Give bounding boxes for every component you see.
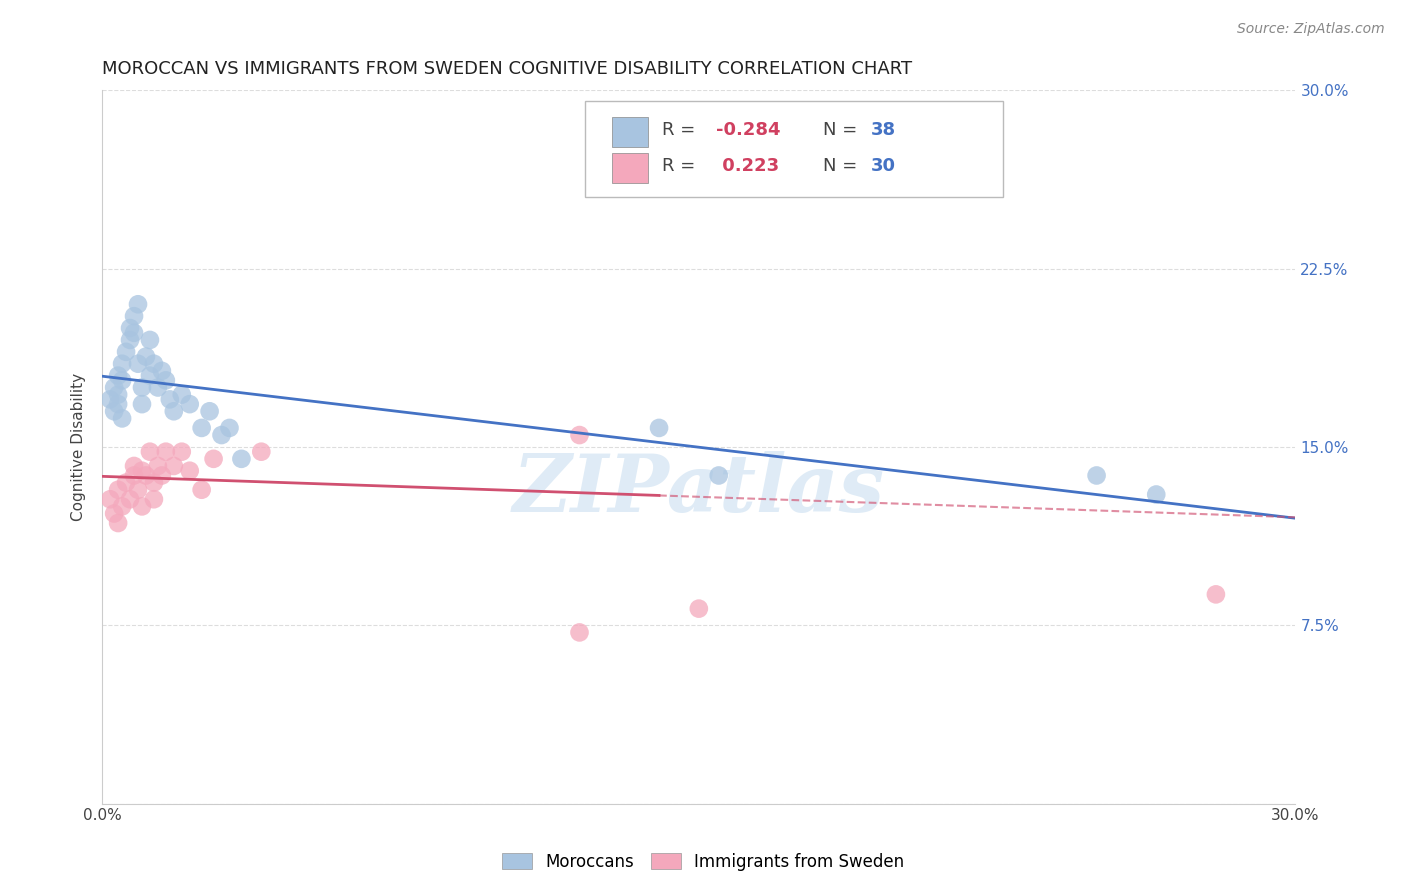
Text: R =: R =: [662, 121, 700, 139]
Point: [1205, 587, 1227, 601]
Point: [107, 516, 129, 530]
FancyBboxPatch shape: [612, 153, 648, 183]
Point: [139, 444, 162, 458]
Point: [107, 368, 129, 383]
Point: [142, 357, 165, 371]
Text: MOROCCAN VS IMMIGRANTS FROM SWEDEN COGNITIVE DISABILITY CORRELATION CHART: MOROCCAN VS IMMIGRANTS FROM SWEDEN COGNI…: [103, 60, 912, 78]
Text: N =: N =: [823, 121, 863, 139]
Point: [107, 387, 129, 401]
Point: [98, 492, 121, 507]
Point: [1144, 487, 1167, 501]
Point: [131, 380, 153, 394]
Point: [231, 451, 253, 466]
Point: [111, 411, 134, 425]
Point: [115, 475, 138, 490]
Point: [111, 357, 134, 371]
Point: [707, 468, 730, 483]
Point: [155, 444, 177, 458]
Point: [179, 397, 201, 411]
FancyBboxPatch shape: [612, 118, 648, 147]
Point: [139, 368, 162, 383]
Point: [111, 373, 134, 387]
Point: [146, 458, 169, 473]
Point: [179, 464, 201, 478]
Point: [155, 373, 177, 387]
Y-axis label: Cognitive Disability: Cognitive Disability: [72, 373, 86, 521]
Point: [127, 357, 149, 371]
Point: [688, 601, 710, 615]
Point: [163, 458, 186, 473]
Point: [122, 458, 145, 473]
Text: 30: 30: [870, 157, 896, 175]
Point: [98, 392, 121, 407]
Text: 38: 38: [870, 121, 896, 139]
Point: [163, 404, 186, 418]
Point: [139, 333, 162, 347]
Point: [135, 468, 157, 483]
Point: [218, 421, 240, 435]
Point: [150, 364, 173, 378]
Point: [131, 500, 153, 514]
Point: [118, 333, 141, 347]
Point: [122, 309, 145, 323]
Point: [142, 475, 165, 490]
Point: [250, 444, 273, 458]
Point: [103, 507, 125, 521]
Point: [127, 297, 149, 311]
Text: ZIPatlas: ZIPatlas: [513, 451, 884, 528]
Point: [111, 500, 134, 514]
Point: [131, 464, 153, 478]
Point: [1085, 468, 1108, 483]
Point: [170, 444, 193, 458]
Point: [211, 428, 233, 442]
Point: [648, 421, 671, 435]
Point: [131, 397, 153, 411]
Point: [107, 483, 129, 497]
Text: N =: N =: [823, 157, 863, 175]
FancyBboxPatch shape: [585, 101, 1002, 197]
Point: [122, 326, 145, 340]
Point: [135, 350, 157, 364]
Legend: Moroccans, Immigrants from Sweden: Moroccans, Immigrants from Sweden: [494, 845, 912, 880]
Point: [648, 154, 671, 169]
Point: [146, 380, 169, 394]
Point: [198, 404, 221, 418]
Text: Source: ZipAtlas.com: Source: ZipAtlas.com: [1237, 22, 1385, 37]
Point: [159, 392, 181, 407]
Point: [150, 468, 173, 483]
Point: [190, 421, 212, 435]
Point: [107, 397, 129, 411]
Point: [118, 492, 141, 507]
Point: [568, 428, 591, 442]
Point: [103, 404, 125, 418]
Point: [170, 387, 193, 401]
Point: [190, 483, 212, 497]
Point: [568, 625, 591, 640]
Point: [142, 492, 165, 507]
Text: -0.284: -0.284: [716, 121, 780, 139]
Point: [202, 451, 225, 466]
Point: [103, 380, 125, 394]
Point: [122, 468, 145, 483]
Text: 0.223: 0.223: [716, 157, 779, 175]
Text: R =: R =: [662, 157, 700, 175]
Point: [118, 321, 141, 335]
Point: [127, 483, 149, 497]
Point: [115, 344, 138, 359]
